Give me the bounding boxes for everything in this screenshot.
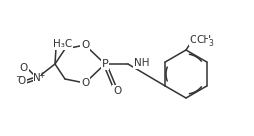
Text: H₃C: H₃C	[53, 39, 73, 49]
Text: +: +	[38, 70, 44, 80]
Text: O: O	[190, 35, 198, 45]
Text: N: N	[33, 73, 41, 83]
Text: O: O	[18, 76, 26, 86]
Text: O: O	[81, 40, 89, 50]
Text: 3: 3	[209, 38, 213, 47]
Text: −: −	[15, 72, 21, 81]
Text: O: O	[113, 86, 121, 96]
Text: O: O	[81, 78, 89, 88]
Text: P: P	[102, 59, 108, 69]
Text: NH: NH	[134, 58, 150, 68]
Text: CH: CH	[196, 35, 212, 45]
Text: O: O	[20, 63, 28, 73]
